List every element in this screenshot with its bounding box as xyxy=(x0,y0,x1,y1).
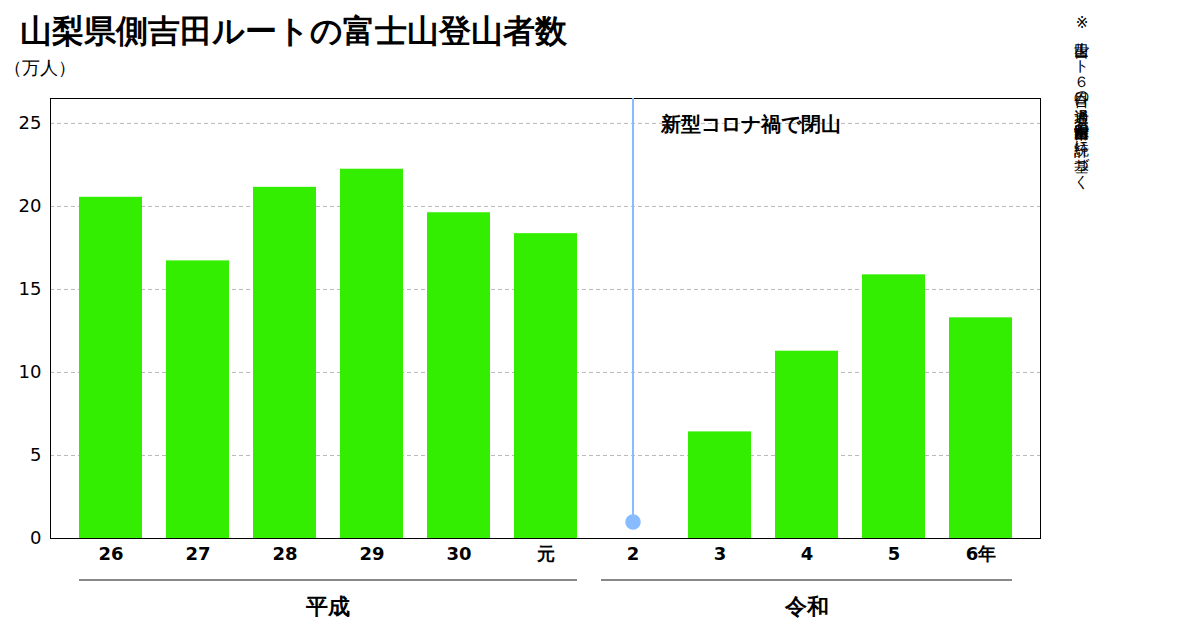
svg-text:30: 30 xyxy=(446,543,471,564)
svg-text:28: 28 xyxy=(272,543,297,564)
svg-text:29: 29 xyxy=(359,543,384,564)
svg-text:10: 10 xyxy=(19,361,42,382)
html-text:※吉田ルート６合目の通過者。山梨県富士吉田市の統計に基づく: ※吉田ルート６合目の通過者。山梨県富士吉田市の統計に基づく xyxy=(1073,14,1091,181)
svg-text:5: 5 xyxy=(888,543,901,564)
svg-text:0: 0 xyxy=(30,527,41,548)
svg-text:26: 26 xyxy=(98,543,123,564)
svg-text:4: 4 xyxy=(801,543,814,564)
svg-text:15: 15 xyxy=(19,278,42,299)
svg-text:5: 5 xyxy=(30,444,41,465)
svg-text:元: 元 xyxy=(536,543,555,564)
svg-text:（万人）: （万人） xyxy=(4,58,76,78)
svg-text:20: 20 xyxy=(19,195,42,216)
svg-text:令和: 令和 xyxy=(784,594,829,619)
svg-text:平成: 平成 xyxy=(305,594,350,619)
svg-text:25: 25 xyxy=(19,112,42,133)
svg-text:新型コロナ禍で閉山: 新型コロナ禍で閉山 xyxy=(660,112,841,136)
svg-text:27: 27 xyxy=(185,543,210,564)
svg-text:2: 2 xyxy=(627,543,640,564)
svg-text:6年: 6年 xyxy=(966,543,997,564)
html-text:山梨県側吉田ルートの富士山登山者数: 山梨県側吉田ルートの富士山登山者数 xyxy=(20,12,567,50)
svg-text:3: 3 xyxy=(714,543,727,564)
